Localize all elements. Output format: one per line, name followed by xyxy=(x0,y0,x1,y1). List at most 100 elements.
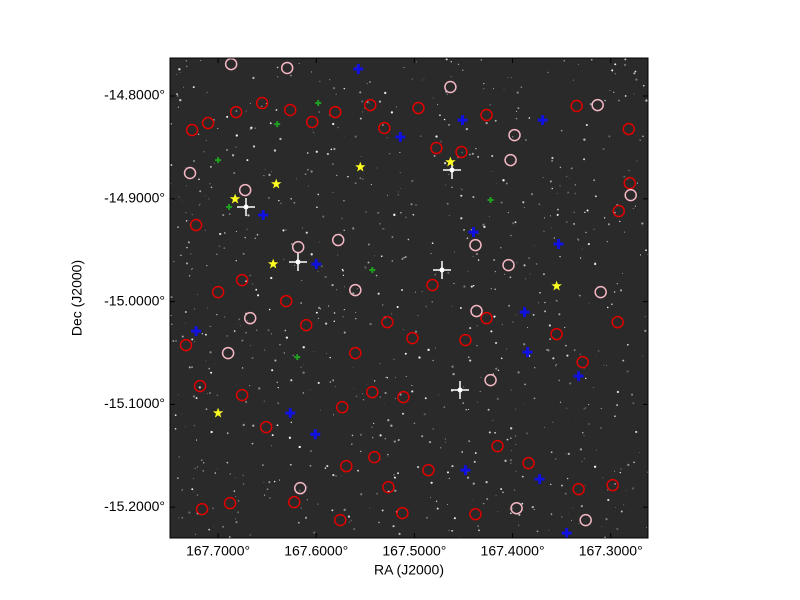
background-star xyxy=(603,364,605,366)
background-star xyxy=(241,339,244,342)
background-star xyxy=(508,304,511,307)
background-star xyxy=(494,341,498,345)
source-plus xyxy=(457,115,468,126)
background-star xyxy=(306,499,308,501)
background-star xyxy=(620,469,622,471)
background-star xyxy=(418,356,421,359)
background-star xyxy=(210,430,213,434)
background-star xyxy=(397,472,399,475)
background-star xyxy=(532,313,535,316)
background-star xyxy=(270,333,272,335)
source-plus xyxy=(310,429,321,440)
background-star xyxy=(370,183,373,186)
background-star xyxy=(594,195,597,198)
background-star xyxy=(175,340,177,342)
background-star xyxy=(488,216,490,218)
background-star xyxy=(307,185,309,187)
background-star xyxy=(287,63,289,65)
source-plus xyxy=(311,259,322,270)
background-star xyxy=(244,236,246,239)
background-star xyxy=(262,464,264,466)
background-star xyxy=(495,367,498,370)
source-ring xyxy=(502,258,515,272)
background-star xyxy=(552,357,555,360)
background-star xyxy=(497,369,500,372)
background-star xyxy=(593,228,595,230)
background-star xyxy=(483,82,485,85)
source-ring xyxy=(522,456,535,470)
background-star xyxy=(512,222,515,225)
background-star xyxy=(355,395,358,398)
background-star xyxy=(185,212,187,214)
background-star xyxy=(376,492,378,495)
background-star xyxy=(517,371,520,374)
background-star xyxy=(270,276,273,280)
background-star xyxy=(245,332,247,334)
background-star xyxy=(382,304,384,306)
background-star xyxy=(544,426,546,428)
source-ring xyxy=(469,238,482,252)
background-star xyxy=(196,494,199,496)
background-star xyxy=(254,237,257,240)
background-star xyxy=(523,343,526,346)
background-star xyxy=(356,288,358,290)
background-star xyxy=(473,460,476,463)
background-star xyxy=(288,436,292,439)
background-star xyxy=(333,147,336,151)
source-star xyxy=(267,258,279,269)
background-star xyxy=(472,284,475,287)
background-star xyxy=(440,140,442,143)
background-star xyxy=(209,392,211,394)
background-star xyxy=(295,178,298,180)
source-ring xyxy=(331,233,345,247)
background-star xyxy=(235,384,237,386)
background-star xyxy=(178,68,181,71)
background-star xyxy=(579,353,581,355)
background-star xyxy=(324,467,327,469)
background-star xyxy=(242,252,245,255)
background-star xyxy=(309,464,312,467)
background-star xyxy=(317,503,319,505)
background-star xyxy=(510,389,512,391)
background-star xyxy=(274,359,277,362)
background-star xyxy=(580,461,582,463)
background-star xyxy=(639,139,641,142)
background-star xyxy=(373,422,375,424)
background-star xyxy=(421,435,424,438)
background-star xyxy=(226,334,229,337)
background-star xyxy=(200,59,202,61)
background-star xyxy=(176,95,179,97)
background-star xyxy=(177,477,179,479)
background-star xyxy=(352,292,355,295)
background-star xyxy=(289,463,292,466)
background-star xyxy=(343,199,345,202)
background-star xyxy=(550,513,553,516)
source-ring xyxy=(179,338,193,352)
background-star xyxy=(235,110,238,113)
background-star xyxy=(638,452,641,454)
background-star xyxy=(556,192,558,194)
background-star xyxy=(578,239,580,241)
background-star xyxy=(411,385,413,386)
background-star xyxy=(411,179,414,183)
background-star xyxy=(394,397,396,399)
source-plus xyxy=(258,210,269,221)
background-star xyxy=(583,368,585,370)
background-star xyxy=(247,320,249,321)
background-star xyxy=(536,530,539,533)
background-star xyxy=(460,194,463,197)
background-star xyxy=(601,526,603,528)
background-star xyxy=(578,294,581,297)
background-star xyxy=(507,77,509,78)
background-star xyxy=(443,162,447,165)
background-star xyxy=(500,246,502,249)
source-ring xyxy=(470,304,483,318)
background-star xyxy=(332,474,335,477)
background-star xyxy=(469,153,471,156)
background-star xyxy=(319,80,321,83)
background-star xyxy=(301,279,303,281)
background-star xyxy=(395,106,397,108)
x-tick-label: 167.7000° xyxy=(186,543,250,559)
background-star xyxy=(610,303,613,306)
background-star xyxy=(515,443,517,445)
